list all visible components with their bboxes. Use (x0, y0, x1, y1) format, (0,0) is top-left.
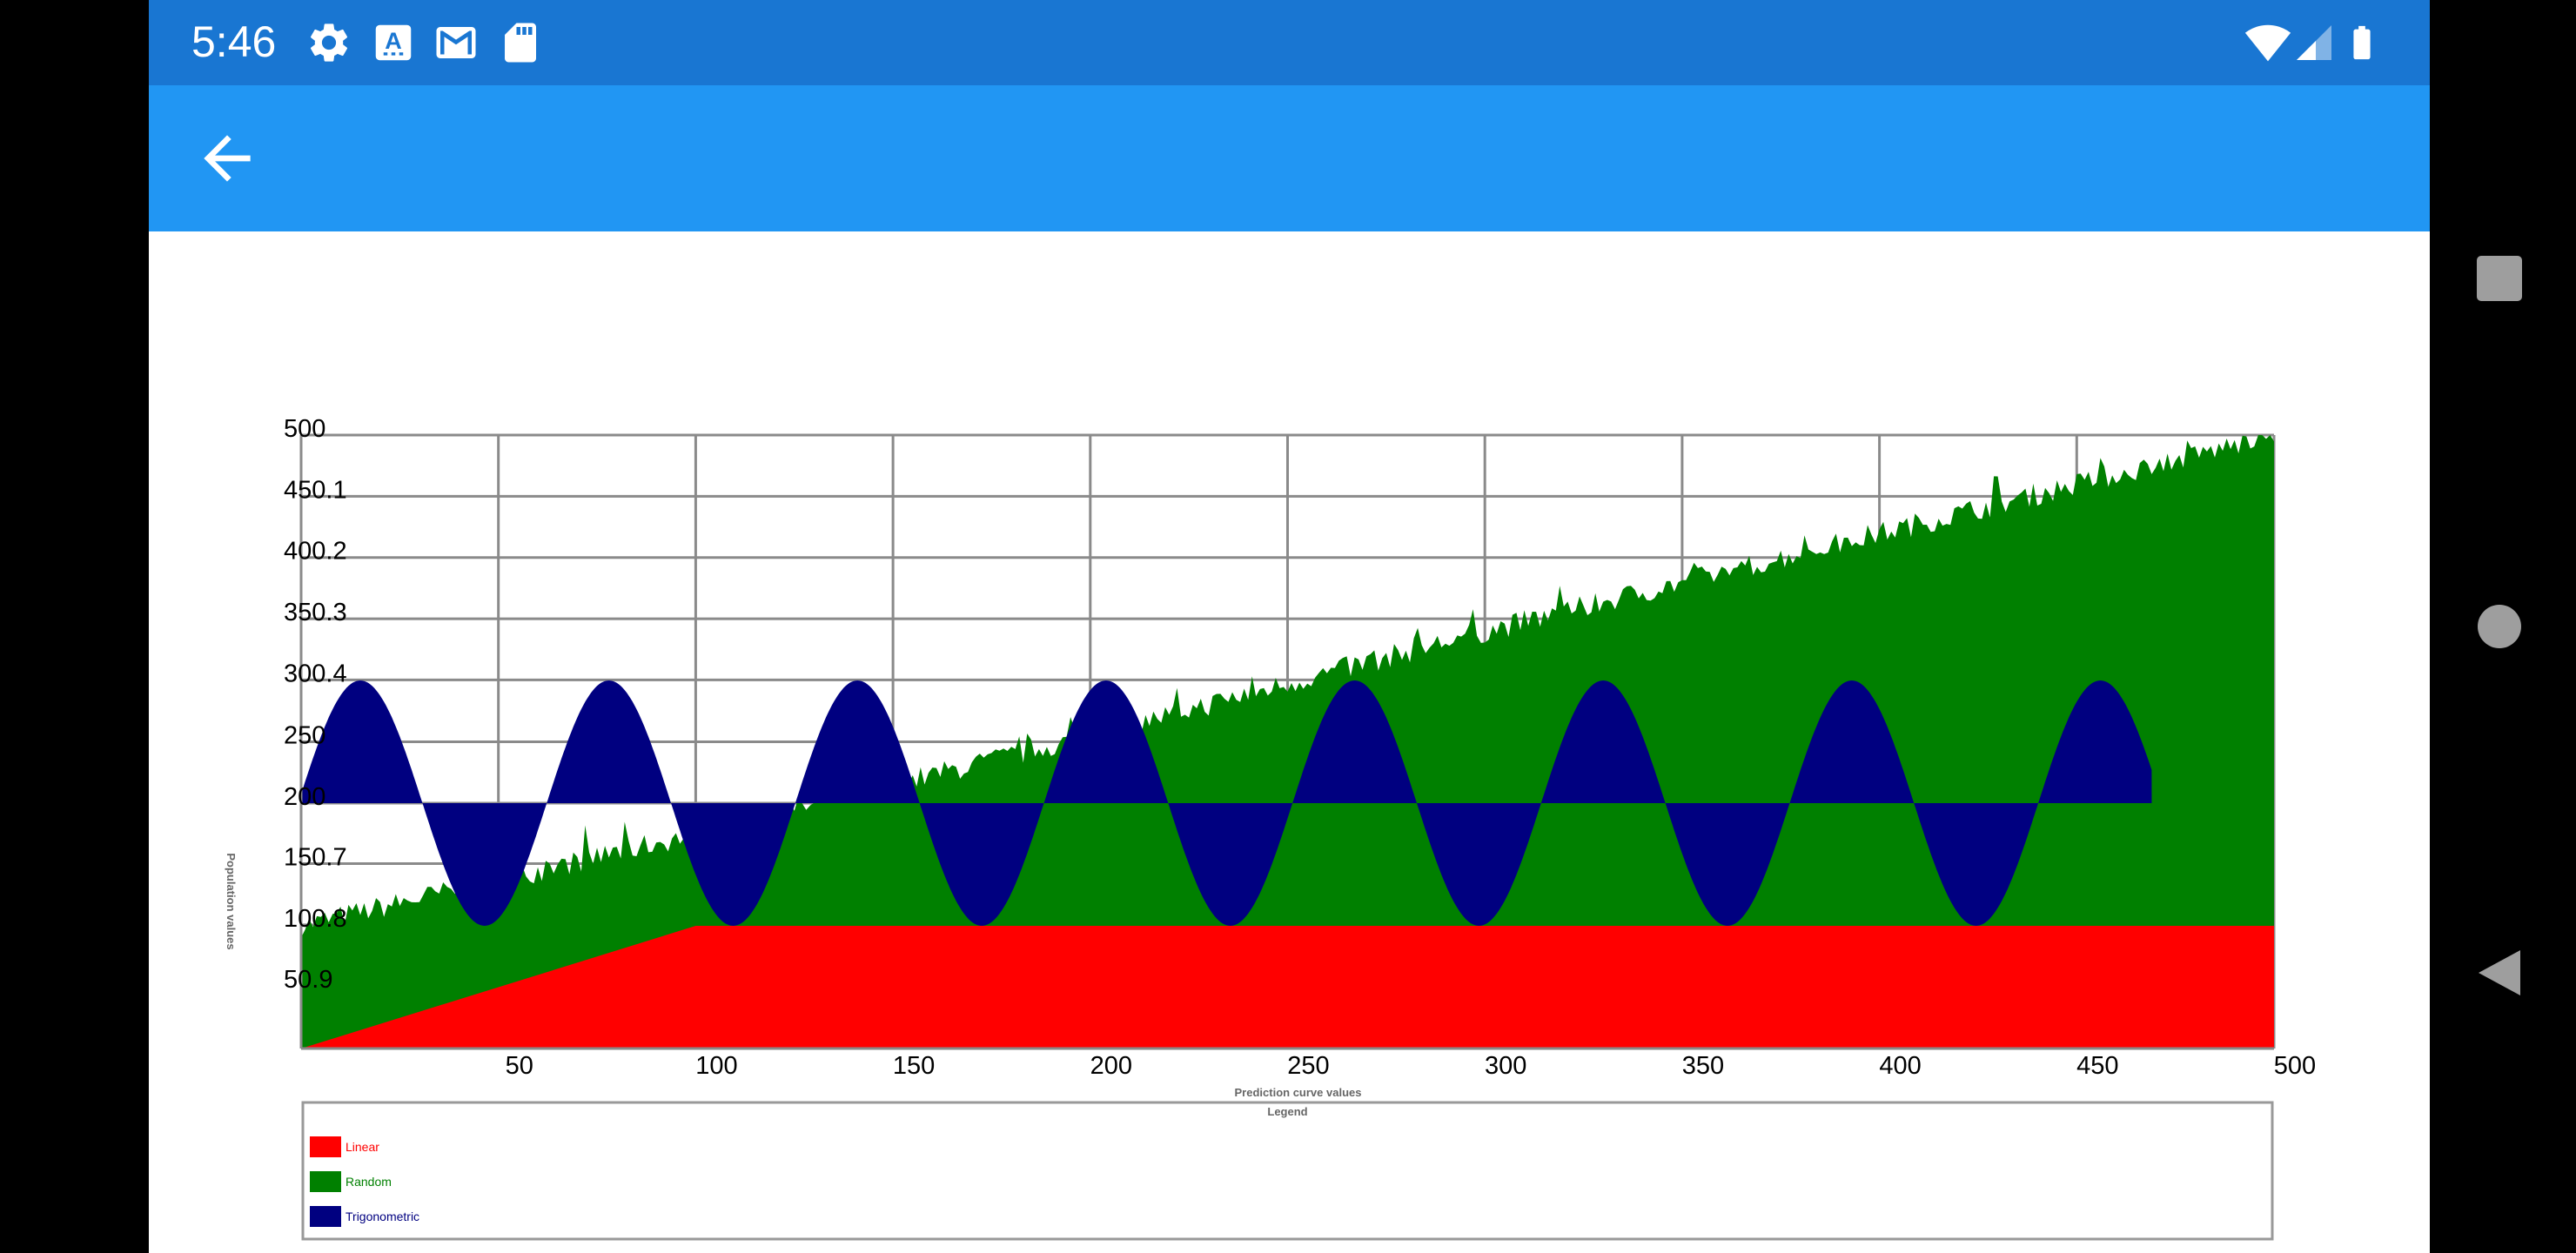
x-tick-labels: 50 100 150 200 250 300 350 400 450 500 (506, 1052, 2317, 1080)
gmail-icon (436, 27, 476, 58)
phone-screen: 5:46 A (149, 0, 2430, 1253)
arrow-back-icon[interactable] (192, 124, 262, 193)
y-tick-labels: 50.9 100.8 150.7 200 250 300.4 350.3 400.2 450.1… (284, 415, 347, 994)
recents-square-icon[interactable] (2475, 254, 2524, 303)
legend-label: Linear (345, 1140, 379, 1154)
y-tick-label: 250 (284, 722, 325, 750)
chart-series (301, 435, 2274, 1049)
a-keyboard-icon: A (375, 24, 412, 61)
status-clock: 5:46 (191, 17, 277, 66)
back-triangle-icon[interactable] (2475, 948, 2524, 997)
y-axis-title: Population values (225, 853, 238, 949)
legend-box (301, 1101, 2274, 1241)
chart-axes (299, 435, 2274, 1050)
legend-swatch (310, 1206, 341, 1227)
legend-swatch (310, 1136, 341, 1157)
x-tick-label: 400 (1879, 1052, 1921, 1080)
gear-icon (310, 23, 348, 62)
x-tick-label: 450 (2076, 1052, 2118, 1080)
legend-label: Random (345, 1175, 392, 1189)
navigation-bar (2430, 0, 2576, 1253)
x-tick-label: 100 (695, 1052, 737, 1080)
y-tick-label: 150.7 (284, 844, 347, 872)
cellular-signal-icon (2297, 25, 2331, 60)
x-axis-title: Prediction curve values (1235, 1086, 1362, 1099)
y-tick-label: 200 (284, 783, 325, 811)
series-trigonometric-area (301, 680, 2152, 926)
y-tick-label: 450.1 (284, 476, 347, 504)
y-tick-label: 50.9 (284, 966, 332, 994)
x-tick-label: 50 (506, 1052, 533, 1080)
y-tick-label: 500 (284, 415, 325, 443)
y-tick-label: 350.3 (284, 599, 347, 626)
home-circle-icon[interactable] (2475, 602, 2524, 651)
legend-label: Trigonometric (345, 1209, 419, 1223)
y-tick-label: 400.2 (284, 538, 347, 566)
svg-text:A: A (385, 28, 402, 54)
wifi-icon (2244, 24, 2291, 62)
series-random-area (301, 435, 2274, 1049)
legend: Legend Linear Random Trigonometric (301, 1101, 2274, 1241)
x-tick-label: 200 (1090, 1052, 1132, 1080)
sd-card-icon (505, 23, 536, 63)
battery-icon (2353, 25, 2371, 60)
chart: 50.9 100.8 150.7 200 250 300.4 350.3 400.2 450.1… (225, 415, 2317, 1241)
status-bar: 5:46 A (149, 0, 2430, 85)
legend-swatch (310, 1171, 341, 1192)
app-bar (149, 85, 2430, 231)
legend-title: Legend (1267, 1105, 1307, 1118)
x-tick-label: 300 (1485, 1052, 1526, 1080)
x-tick-label: 150 (893, 1052, 935, 1080)
x-tick-label: 350 (1682, 1052, 1724, 1080)
y-tick-label: 100.8 (284, 905, 347, 933)
x-tick-label: 250 (1287, 1052, 1329, 1080)
y-tick-label: 300.4 (284, 660, 347, 687)
series-linear-area (301, 926, 2274, 1049)
x-tick-label: 500 (2274, 1052, 2316, 1080)
